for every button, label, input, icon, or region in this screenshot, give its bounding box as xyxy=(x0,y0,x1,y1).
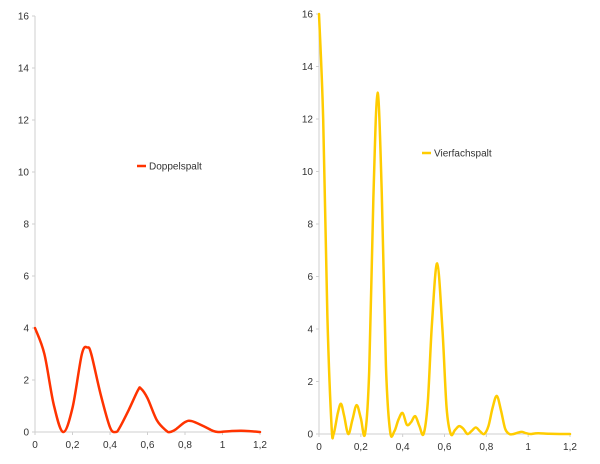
left-chart: 0 2 4 6 8 10 12 14 16 0 0,2 0,4 0,6 0,8 1 1,2 Doppelspal… xyxy=(18,12,268,452)
left-x-tick-label: 1 xyxy=(220,440,226,451)
right-y-tick-label: 12 xyxy=(302,115,314,126)
right-y-tick-label: 16 xyxy=(302,10,314,21)
left-y-tick-label: 4 xyxy=(23,324,29,335)
right-series-line xyxy=(317,12,572,440)
right-y-tick-label: 6 xyxy=(307,272,313,283)
right-y-tick-label: 2 xyxy=(307,377,313,388)
left-x-tick-label: 0 xyxy=(32,440,38,451)
right-x-tick-label: 0,8 xyxy=(479,442,493,453)
right-x-tick-label: 1 xyxy=(525,442,531,453)
right-y-tick-label: 14 xyxy=(302,62,314,73)
right-y-tick-label: 8 xyxy=(307,220,313,231)
right-chart: 0 2 4 6 8 10 12 14 16 0 0,2 0,4 0,6 0,8 1 1,2 Vierfachsp… xyxy=(302,10,578,454)
left-y-tick-label: 0 xyxy=(23,428,29,439)
right-y-tick-label: 0 xyxy=(307,430,313,441)
left-y-tick-label: 10 xyxy=(18,168,30,179)
left-legend-label: Doppelspalt xyxy=(149,162,202,173)
left-y-tick-label: 14 xyxy=(18,64,30,75)
left-legend: Doppelspalt xyxy=(137,162,202,173)
right-x-tick-label: 0 xyxy=(316,442,322,453)
left-x-tick-label: 0,4 xyxy=(103,440,117,451)
right-x-tick-label: 0,6 xyxy=(438,442,452,453)
left-y-tick-label: 2 xyxy=(23,376,29,387)
right-y-tick-label: 4 xyxy=(307,325,313,336)
left-series-line xyxy=(33,326,262,434)
left-x-tick-label: 0,2 xyxy=(66,440,80,451)
right-legend: Vierfachspalt xyxy=(422,149,492,160)
left-y-tick-label: 12 xyxy=(18,116,30,127)
left-y-tick-label: 16 xyxy=(18,12,30,23)
right-legend-label: Vierfachspalt xyxy=(434,149,492,160)
right-x-tick-label: 0,2 xyxy=(354,442,368,453)
right-x-tick-label: 1,2 xyxy=(563,442,577,453)
left-y-tick-label: 8 xyxy=(23,220,29,231)
left-x-tick-label: 1,2 xyxy=(253,440,267,451)
left-x-tick-label: 0,6 xyxy=(141,440,155,451)
left-x-tick-label: 0,8 xyxy=(178,440,192,451)
left-y-tick-label: 6 xyxy=(23,272,29,283)
right-x-tick-label: 0,4 xyxy=(396,442,410,453)
right-y-tick-label: 10 xyxy=(302,167,314,178)
